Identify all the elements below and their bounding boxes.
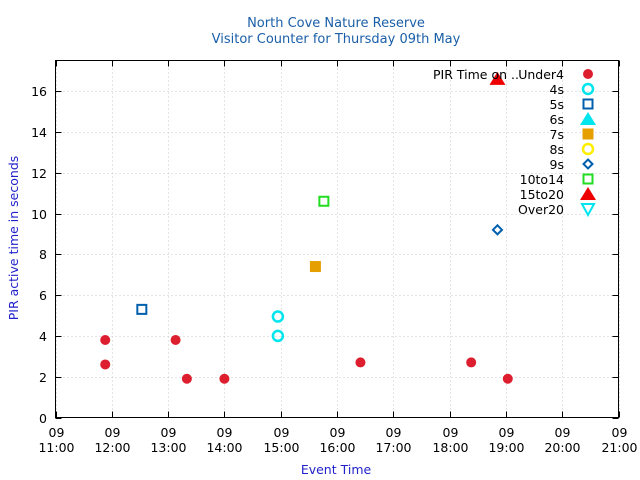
legend-label: Over20: [518, 202, 564, 217]
x-tick-time-label: 20:00: [544, 440, 580, 455]
y-tick-label: 12: [31, 166, 47, 181]
data-point: [181, 373, 192, 384]
y-tick-label: 6: [39, 288, 47, 303]
legend-label: 5s: [550, 97, 564, 112]
legend-label: 7s: [550, 127, 564, 142]
data-point: [271, 310, 285, 323]
legend-label: 4s: [550, 82, 564, 97]
x-tick-time-label: 16:00: [319, 440, 355, 455]
legend-marker: [582, 158, 594, 170]
data-point: [466, 357, 477, 368]
legend-label: 9s: [550, 157, 564, 172]
legend-title: PIR Time on ..: [433, 67, 519, 82]
plot-frame: [55, 60, 619, 418]
legend-marker: [581, 142, 595, 156]
x-tick-day-label: 09: [443, 425, 459, 440]
x-tick-day-label: 09: [105, 425, 121, 440]
y-tick-label: 2: [39, 370, 47, 385]
x-tick-day-label: 09: [217, 425, 233, 440]
data-point: [355, 357, 366, 368]
legend-marker: [580, 112, 596, 125]
x-tick-time-label: 19:00: [488, 440, 524, 455]
legend: PIR Time on .. Under44s5s6s7s8s9s10to1415…: [433, 67, 596, 218]
x-axis-label: Event Time: [301, 462, 372, 477]
y-tick-label: 16: [31, 84, 47, 99]
data-point: [318, 195, 330, 207]
series-7s: [309, 261, 321, 273]
series-15to20: [489, 71, 506, 85]
x-tick-time-label: 18:00: [432, 440, 468, 455]
y-tick-label: 4: [39, 329, 47, 344]
legend-marker: [583, 69, 593, 79]
data-point: [170, 334, 181, 345]
y-tick-label: 0: [39, 411, 47, 426]
data-point: [219, 373, 230, 384]
x-tick-day-label: 09: [555, 425, 571, 440]
legend-marker: [582, 98, 594, 110]
legend-marker: [582, 128, 594, 140]
x-tick-time-label: 15:00: [263, 440, 299, 455]
series-9s: [491, 223, 504, 236]
x-tick-time-label: 17:00: [375, 440, 411, 455]
data-point: [502, 373, 513, 384]
legend-label: 6s: [550, 112, 564, 127]
y-axis-label: PIR active time in seconds: [6, 156, 21, 321]
data-point: [136, 303, 148, 315]
data-point: [100, 359, 111, 370]
x-tick-day-label: 09: [499, 425, 515, 440]
legend-marker: [582, 173, 594, 185]
chart-title: North Cove Nature Reserve: [247, 16, 425, 31]
chart-subtitle: Visitor Counter for Thursday 09th May: [212, 32, 461, 47]
y-tick-label: 10: [31, 207, 47, 222]
legend-label: 8s: [550, 142, 564, 157]
legend-label: 10to14: [520, 172, 564, 187]
legend-marker: [581, 82, 595, 96]
y-tick-label: 14: [31, 125, 47, 140]
x-tick-time-label: 14:00: [206, 440, 242, 455]
series-10to14: [318, 195, 330, 207]
x-tick-time-label: 13:00: [150, 440, 186, 455]
data-point: [271, 329, 285, 343]
x-tick-day-label: 09: [330, 425, 346, 440]
x-tick-day-label: 09: [161, 425, 177, 440]
series-under4: [100, 334, 513, 384]
x-tick-time-label: 11:00: [38, 440, 74, 455]
data-point: [100, 334, 111, 345]
legend-label: 15to20: [520, 187, 564, 202]
x-tick-day-label: 09: [386, 425, 402, 440]
series-5s: [136, 303, 148, 315]
legend-marker: [580, 203, 596, 218]
data-point: [309, 261, 321, 273]
legend-label: Under4: [518, 67, 564, 82]
x-tick-time-label: 21:00: [601, 440, 637, 455]
x-tick-day-label: 09: [49, 425, 65, 440]
data-point: [491, 223, 504, 236]
x-tick-day-label: 09: [612, 425, 628, 440]
series-4s: [271, 310, 285, 343]
x-tick-time-label: 12:00: [94, 440, 130, 455]
legend-marker: [580, 187, 596, 200]
y-tick-label: 8: [39, 247, 47, 262]
x-tick-day-label: 09: [274, 425, 290, 440]
data-point: [489, 71, 506, 85]
